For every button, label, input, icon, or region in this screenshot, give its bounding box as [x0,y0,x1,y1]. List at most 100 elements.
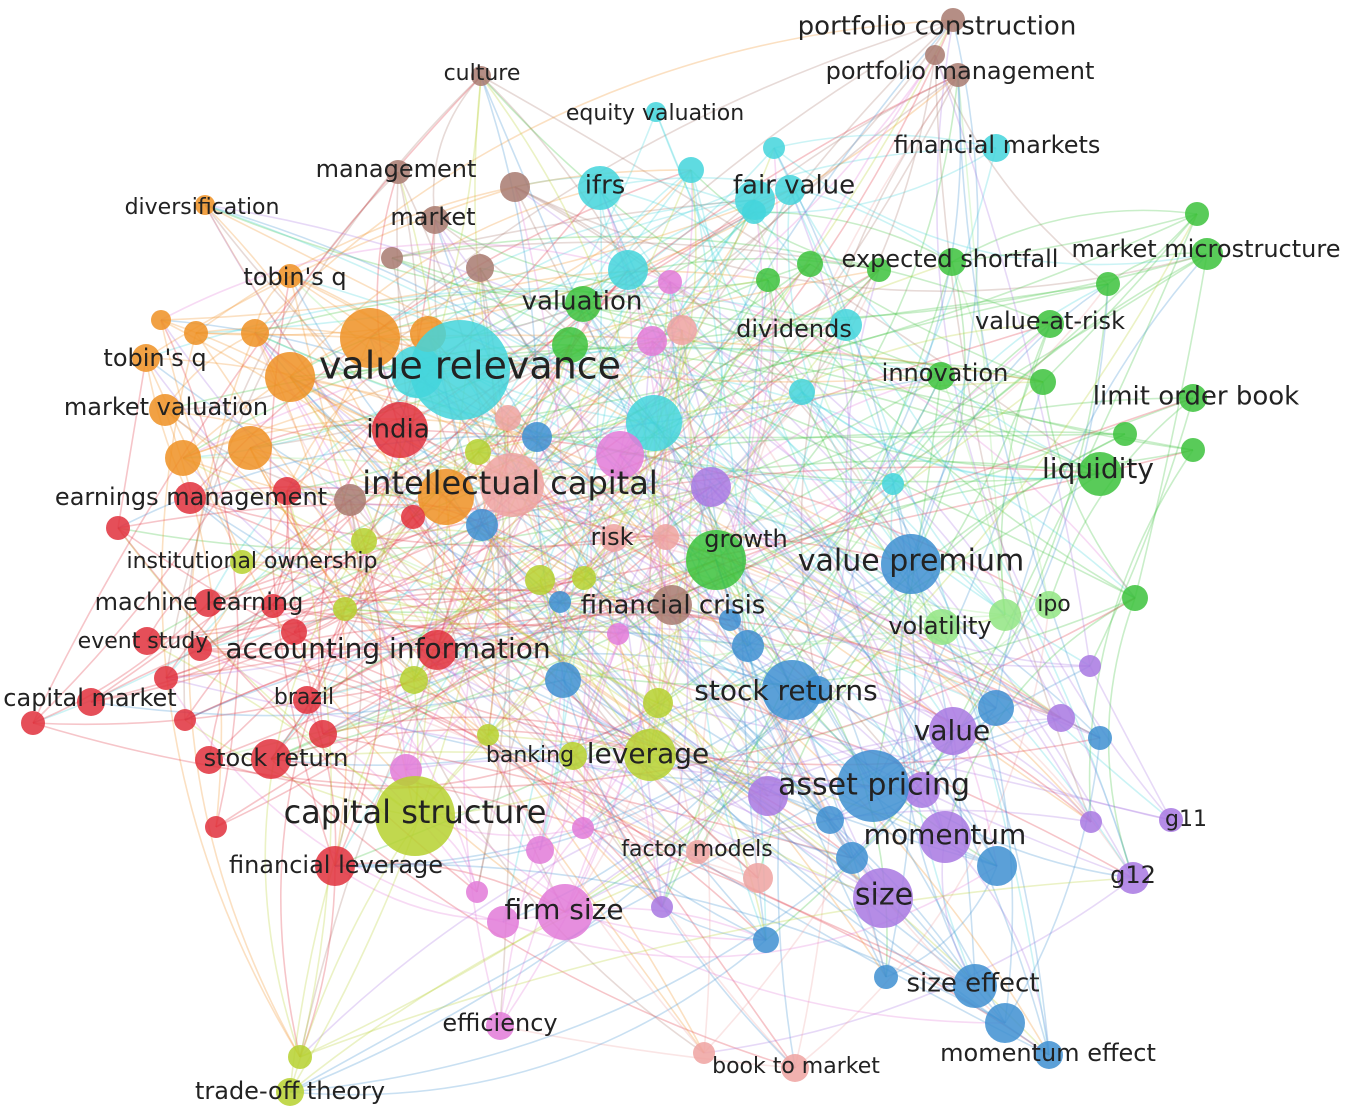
term-node-unlabeled[interactable] [607,623,629,645]
term-node-unlabeled[interactable] [466,254,494,282]
term-node-unlabeled[interactable] [487,906,519,938]
term-node-unlabeled[interactable] [658,270,682,294]
term-node-unlabeled[interactable] [1113,422,1137,446]
term-node[interactable] [946,63,970,87]
term-node[interactable] [1179,384,1207,412]
term-node-unlabeled[interactable] [351,528,377,554]
term-node-unlabeled[interactable] [978,690,1014,726]
term-node-unlabeled[interactable] [1047,704,1075,732]
term-node-unlabeled[interactable] [165,440,201,476]
term-node-unlabeled[interactable] [763,137,785,159]
term-node[interactable] [652,585,692,625]
term-node-unlabeled[interactable] [151,310,171,330]
term-node-unlabeled[interactable] [184,321,208,345]
term-node-unlabeled[interactable] [1181,438,1205,462]
term-node[interactable] [1036,310,1064,338]
term-node[interactable] [578,166,622,210]
term-node-unlabeled[interactable] [572,566,596,590]
term-node-unlabeled[interactable] [281,619,307,645]
term-node-unlabeled[interactable] [1122,585,1148,611]
term-node[interactable] [982,134,1010,162]
term-node[interactable] [417,630,457,670]
term-node[interactable] [1159,808,1183,832]
term-node[interactable] [375,776,455,856]
term-node-unlabeled[interactable] [500,172,530,202]
term-node-unlabeled[interactable] [261,594,285,618]
term-node-unlabeled[interactable] [1080,811,1102,833]
term-node-unlabeled[interactable] [154,666,178,690]
term-node[interactable] [1035,591,1063,619]
term-node-unlabeled[interactable] [381,247,403,269]
term-node[interactable] [559,742,587,770]
term-node-unlabeled[interactable] [273,477,301,505]
term-node[interactable] [919,811,971,863]
term-node-unlabeled[interactable] [836,842,868,874]
term-node-unlabeled[interactable] [174,709,196,731]
term-node-unlabeled[interactable] [904,772,940,808]
term-node-unlabeled[interactable] [549,591,571,613]
term-node[interactable] [276,1078,304,1106]
term-node-unlabeled[interactable] [989,599,1021,631]
term-node-unlabeled[interactable] [743,863,773,893]
term-node-unlabeled[interactable] [188,637,212,661]
term-node-unlabeled[interactable] [572,817,594,839]
term-node[interactable] [421,206,449,234]
term-node[interactable] [735,180,775,220]
term-node[interactable] [781,1054,809,1082]
term-node-unlabeled[interactable] [309,720,337,748]
term-node-unlabeled[interactable] [985,1003,1025,1043]
term-node-unlabeled[interactable] [21,711,45,735]
term-node[interactable] [278,264,302,288]
term-node-unlabeled[interactable] [693,1042,715,1064]
term-node[interactable] [1078,452,1122,496]
term-node[interactable] [1035,1041,1063,1069]
term-node-unlabeled[interactable] [816,806,844,834]
term-node-unlabeled[interactable] [333,597,357,621]
term-node-unlabeled[interactable] [977,846,1017,886]
term-node-unlabeled[interactable] [653,524,679,550]
term-node-unlabeled[interactable] [637,326,667,356]
term-node[interactable] [953,964,997,1008]
term-node-unlabeled[interactable] [643,688,673,718]
term-node[interactable] [929,707,977,755]
term-node[interactable] [941,8,965,32]
term-node[interactable] [1191,238,1223,270]
term-node[interactable] [133,627,161,655]
term-node[interactable] [471,66,491,86]
term-node[interactable] [938,248,966,276]
term-node-unlabeled[interactable] [1079,655,1101,677]
term-node[interactable] [686,840,710,864]
term-node-unlabeled[interactable] [789,379,815,405]
term-node[interactable] [924,609,960,645]
term-node-unlabeled[interactable] [732,630,764,662]
term-node[interactable] [1117,862,1149,894]
term-node[interactable] [77,688,105,716]
term-node-unlabeled[interactable] [608,250,648,290]
term-node[interactable] [251,739,291,779]
term-node[interactable] [480,453,544,517]
term-node[interactable] [149,394,181,426]
term-node-unlabeled[interactable] [719,609,741,631]
term-node[interactable] [386,160,410,184]
term-node[interactable] [927,362,955,390]
term-node-unlabeled[interactable] [288,1045,312,1069]
term-node-unlabeled[interactable] [522,422,552,452]
term-node-unlabeled[interactable] [667,315,697,345]
term-node-unlabeled[interactable] [552,327,588,363]
term-node[interactable] [565,286,601,322]
term-node-unlabeled[interactable] [753,927,779,953]
term-node[interactable] [762,660,822,720]
term-node-unlabeled[interactable] [775,175,805,205]
term-node-unlabeled[interactable] [678,157,704,183]
term-node[interactable] [315,846,355,886]
term-node-unlabeled[interactable] [525,565,555,595]
term-node-unlabeled[interactable] [545,662,581,698]
term-node-unlabeled[interactable] [882,473,904,495]
term-node[interactable] [195,195,215,215]
term-node[interactable] [537,884,593,940]
term-node[interactable] [410,320,510,420]
term-node[interactable] [372,402,428,458]
term-node-unlabeled[interactable] [205,816,227,838]
term-node-unlabeled[interactable] [241,319,269,347]
term-node[interactable] [194,589,222,617]
